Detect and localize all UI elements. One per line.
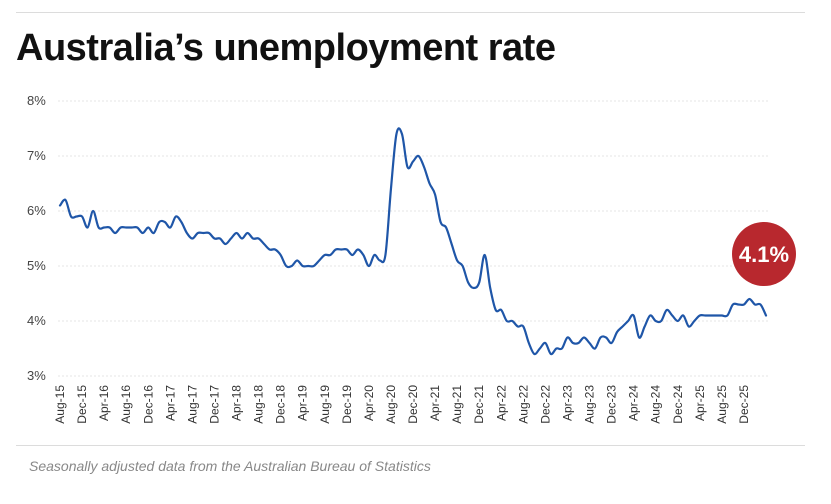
x-tick-label: Dec-20 <box>406 385 420 424</box>
x-tick-label: Aug-20 <box>384 385 398 424</box>
x-tick-label: Apr-17 <box>163 385 177 421</box>
latest-value-label: 4.1% <box>739 242 789 267</box>
y-tick-label: 4% <box>27 313 46 328</box>
x-axis-ticks: Aug-15 Dec-15 Apr-16 Aug-16 Dec-16 Apr-17 Aug-… <box>53 385 751 424</box>
x-tick-label: Aug-22 <box>516 385 530 424</box>
x-tick-label: Dec-23 <box>605 385 619 424</box>
x-tick-label: Dec-16 <box>141 385 155 424</box>
x-tick-label: Dec-18 <box>274 385 288 424</box>
unemployment-rate-line <box>58 127 768 356</box>
x-tick-label: Aug-15 <box>53 385 67 424</box>
x-tick-label: Dec-19 <box>340 385 354 424</box>
y-tick-label: 7% <box>27 148 46 163</box>
x-tick-label: Apr-22 <box>494 385 508 421</box>
y-tick-label: 8% <box>27 93 46 108</box>
x-tick-label: Aug-17 <box>185 385 199 424</box>
x-tick-label: Apr-21 <box>428 385 442 421</box>
x-tick-label: Dec-22 <box>538 385 552 424</box>
x-tick-label: Aug-24 <box>649 385 663 424</box>
x-tick-label: Dec-21 <box>472 385 486 424</box>
x-tick-label: Aug-23 <box>583 385 597 424</box>
y-tick-label: 3% <box>27 368 46 383</box>
x-tick-label: Apr-23 <box>560 385 574 421</box>
x-tick-label: Apr-18 <box>230 385 244 421</box>
y-tick-label: 5% <box>27 258 46 273</box>
chart-title: Australia’s unemployment rate <box>16 27 556 69</box>
top-rule <box>16 12 805 13</box>
latest-value-badge-circle <box>732 222 796 286</box>
x-tick-label: Aug-16 <box>119 385 133 424</box>
x-tick-label: Apr-25 <box>693 385 707 421</box>
x-tick-label: Dec-24 <box>671 385 685 424</box>
y-tick-label: 6% <box>27 203 46 218</box>
x-tick-label: Dec-17 <box>207 385 221 424</box>
x-tick-label: Apr-16 <box>97 385 111 421</box>
x-tick-label: Apr-19 <box>296 385 310 421</box>
y-axis-ticks: 3% 4% 5% 6% 7% 8% <box>27 93 46 383</box>
bottom-rule <box>16 445 805 446</box>
x-tick-label: Aug-25 <box>715 385 729 424</box>
gridlines <box>58 100 768 377</box>
x-tick-label: Apr-24 <box>627 385 641 421</box>
x-tick-label: Aug-19 <box>318 385 332 424</box>
x-tick-label: Apr-20 <box>362 385 376 421</box>
x-tick-label: Dec-25 <box>737 385 751 424</box>
x-tick-label: Dec-15 <box>75 385 89 424</box>
latest-value-badge: 4.1% <box>732 222 796 286</box>
x-tick-label: Aug-21 <box>450 385 464 424</box>
source-caption: Seasonally adjusted data from the Austra… <box>29 458 431 474</box>
x-tick-label: Aug-18 <box>252 385 266 424</box>
